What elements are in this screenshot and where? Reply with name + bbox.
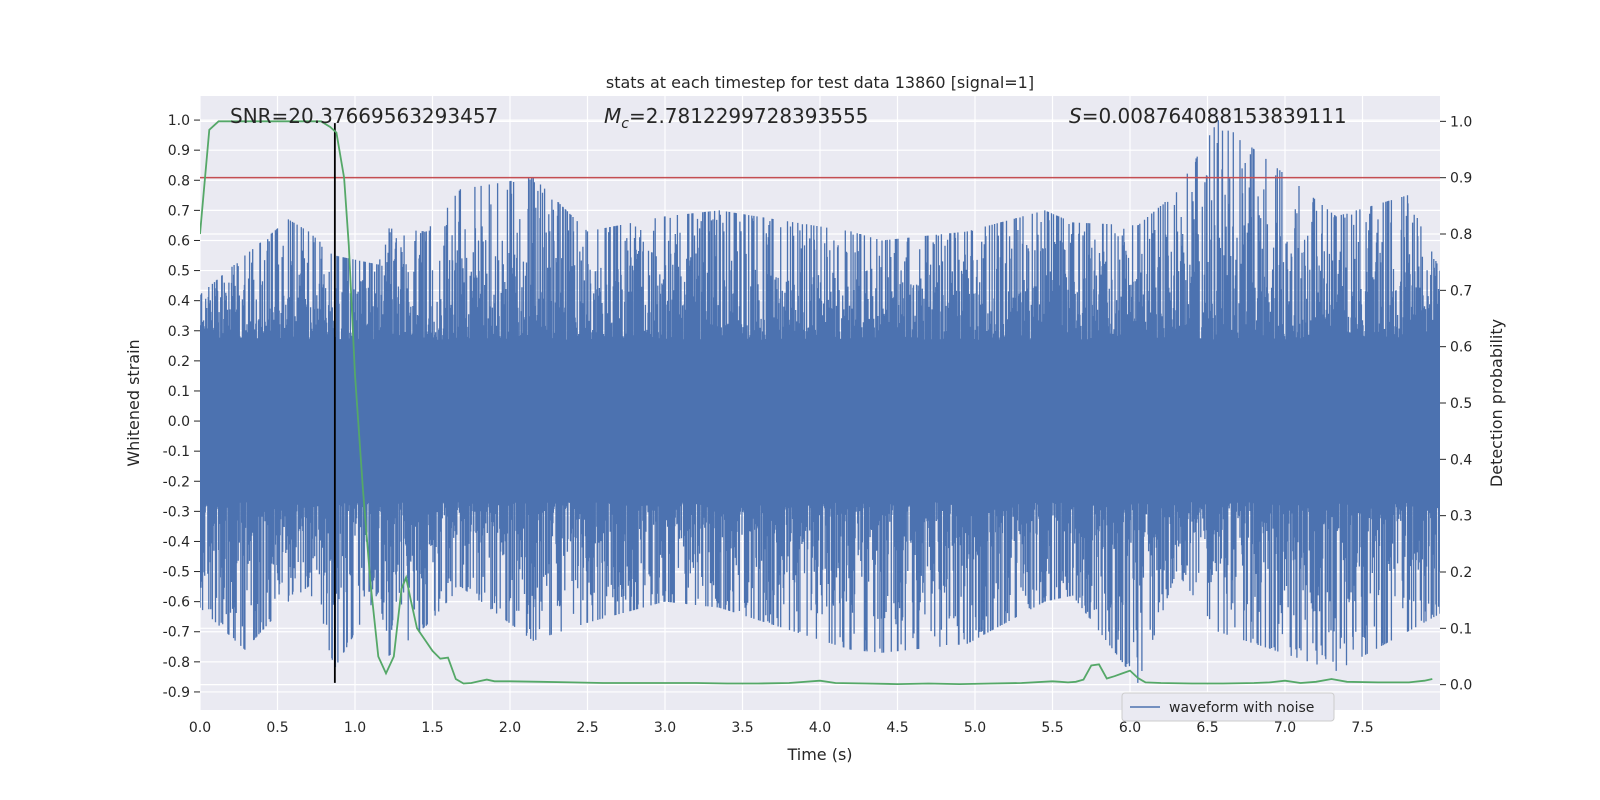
x-tick-label: 6.5 — [1196, 720, 1218, 736]
y2-tick-label: 0.1 — [1450, 621, 1472, 637]
detection-probability-series — [200, 120, 1433, 686]
legend: waveform with noise — [1121, 692, 1335, 722]
chirp-mass-subscript: c — [621, 116, 629, 132]
chirp-mass-symbol: M — [604, 104, 621, 128]
waveform-series — [200, 120, 1440, 683]
y-tick-label: 0.4 — [168, 294, 190, 310]
snr-annotation: SNR=20.37669563293457 — [230, 104, 498, 128]
y-tick-label: 0.0 — [168, 414, 190, 430]
y-tick-label: -0.7 — [163, 625, 190, 641]
y-axis-label: Whitened strain — [124, 339, 143, 466]
x-tick-label: 0.5 — [266, 720, 288, 736]
y2-tick-label: 1.0 — [1450, 114, 1472, 130]
x-tick-label: 3.5 — [731, 720, 753, 736]
y-axis-ticks: 1.0 0.9 0.8 0.7 0.6 0.5 0.4 0.3 0.2 0.1 0.0 -0.1 -0.… — [163, 113, 200, 701]
y-tick-label: 0.5 — [168, 264, 190, 280]
y-tick-label: -0.8 — [163, 655, 190, 671]
s-value: =0.008764088153839111 — [1082, 104, 1347, 128]
y2-tick-label: 0.3 — [1450, 509, 1472, 525]
y2-axis-ticks: 1.0 0.9 0.8 0.7 0.6 0.5 0.4 0.3 0.2 0.1 0.0 — [1440, 114, 1472, 694]
s-annotation: S=0.008764088153839111 — [1069, 104, 1347, 128]
y-tick-label: 0.9 — [168, 143, 190, 159]
y2-tick-label: 0.8 — [1450, 227, 1472, 243]
y2-tick-label: 0.9 — [1450, 171, 1472, 187]
s-symbol: S — [1069, 104, 1082, 128]
y-tick-label: 0.8 — [168, 173, 190, 189]
y-tick-label: 0.7 — [168, 203, 190, 219]
y2-tick-label: 0.4 — [1450, 452, 1472, 468]
y2-axis-label: Detection probability — [1487, 319, 1506, 487]
y-tick-label: -0.4 — [163, 534, 190, 550]
y-tick-label: 1.0 — [168, 113, 190, 129]
y2-tick-label: 0.2 — [1450, 565, 1472, 581]
x-tick-label: 6.0 — [1119, 720, 1141, 736]
x-tick-label: 7.5 — [1351, 720, 1373, 736]
y2-tick-label: 0.5 — [1450, 396, 1472, 412]
legend-label: waveform with noise — [1169, 700, 1314, 716]
x-tick-label: 1.5 — [421, 720, 443, 736]
x-tick-label: 4.5 — [886, 720, 908, 736]
x-tick-label: 5.5 — [1041, 720, 1063, 736]
x-tick-label: 1.0 — [344, 720, 366, 736]
plot-area — [200, 120, 1440, 686]
y2-tick-label: 0.0 — [1450, 678, 1472, 694]
x-tick-label: 3.0 — [654, 720, 676, 736]
x-tick-label: 2.0 — [499, 720, 521, 736]
y-tick-label: -0.2 — [163, 474, 190, 490]
x-tick-label: 4.0 — [809, 720, 831, 736]
y-tick-label: 0.2 — [168, 354, 190, 370]
y-tick-label: 0.3 — [168, 324, 190, 340]
y-tick-label: -0.5 — [163, 565, 190, 581]
chart-title: stats at each timestep for test data 138… — [606, 73, 1034, 92]
chirp-mass-annotation: Mc=2.7812299728393555 — [604, 104, 868, 132]
x-tick-label: 5.0 — [964, 720, 986, 736]
y-tick-label: -0.1 — [163, 444, 190, 460]
y2-tick-label: 0.6 — [1450, 340, 1472, 356]
legend-box — [1121, 692, 1335, 722]
y-tick-label: 0.6 — [168, 233, 190, 249]
x-tick-label: 7.0 — [1274, 720, 1296, 736]
y-tick-label: -0.9 — [163, 685, 190, 701]
chirp-mass-value: =2.7812299728393555 — [629, 104, 868, 128]
y-tick-label: -0.3 — [163, 504, 190, 520]
x-tick-label: 0.0 — [189, 720, 211, 736]
x-tick-label: 2.5 — [576, 720, 598, 736]
x-axis-ticks: 0.0 0.5 1.0 1.5 2.0 2.5 3.0 3.5 4.0 4.5 5.0 5.5 6.0 6… — [189, 720, 1374, 736]
y-tick-label: -0.6 — [163, 595, 190, 611]
y2-tick-label: 0.7 — [1450, 283, 1472, 299]
y-tick-label: 0.1 — [168, 384, 190, 400]
x-axis-label: Time (s) — [786, 745, 852, 764]
